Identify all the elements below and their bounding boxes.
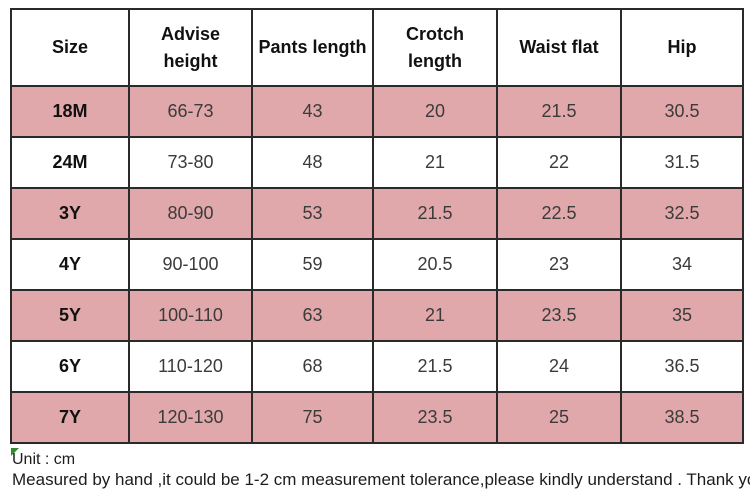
table-cell: 68 (251, 340, 374, 393)
header-advise-height: Advise height (128, 8, 253, 87)
size-cell: 18M (10, 85, 130, 138)
header-row: Size Advise height Pants length Crotch l… (10, 8, 744, 87)
table-cell: 20 (372, 85, 498, 138)
table-cell: 80-90 (128, 187, 253, 240)
size-cell: 24M (10, 136, 130, 189)
table-row-18m: 18M 66-73 43 20 21.5 30.5 (10, 85, 744, 138)
table-cell: 23.5 (372, 391, 498, 444)
table-cell: 90-100 (128, 238, 253, 291)
table-cell: 100-110 (128, 289, 253, 342)
size-cell: 7Y (10, 391, 130, 444)
table-cell: 36.5 (620, 340, 744, 393)
table-cell: 25 (496, 391, 622, 444)
table-cell: 23 (496, 238, 622, 291)
table-cell: 110-120 (128, 340, 253, 393)
header-size: Size (10, 8, 130, 87)
table-cell: 23.5 (496, 289, 622, 342)
table-cell: 21 (372, 136, 498, 189)
table-cell: 24 (496, 340, 622, 393)
table-cell: 59 (251, 238, 374, 291)
table-row-4y: 4Y 90-100 59 20.5 23 34 (10, 238, 744, 291)
table-cell: 22 (496, 136, 622, 189)
size-cell: 6Y (10, 340, 130, 393)
size-cell: 4Y (10, 238, 130, 291)
table-cell: 21.5 (372, 187, 498, 240)
header-waist-flat: Waist flat (496, 8, 622, 87)
table-cell: 63 (251, 289, 374, 342)
table-cell: 120-130 (128, 391, 253, 444)
table-row-7y: 7Y 120-130 75 23.5 25 38.5 (10, 391, 744, 444)
table-cell: 73-80 (128, 136, 253, 189)
table-cell: 21.5 (496, 85, 622, 138)
tolerance-note: Measured by hand ,it could be 1-2 cm mea… (12, 470, 750, 489)
table-cell: 38.5 (620, 391, 744, 444)
header-pants-length: Pants length (251, 8, 374, 87)
table-cell: 53 (251, 187, 374, 240)
table-cell: 32.5 (620, 187, 744, 240)
table-cell: 43 (251, 85, 374, 138)
table-row-6y: 6Y 110-120 68 21.5 24 36.5 (10, 340, 744, 393)
header-crotch-length: Crotch length (372, 8, 498, 87)
table-cell: 22.5 (496, 187, 622, 240)
table-cell: 21.5 (372, 340, 498, 393)
unit-label: Unit : cm (12, 451, 76, 468)
table-cell: 31.5 (620, 136, 744, 189)
table-cell: 66-73 (128, 85, 253, 138)
table-cell: 35 (620, 289, 744, 342)
table-cell: 20.5 (372, 238, 498, 291)
table-row-24m: 24M 73-80 48 21 22 31.5 (10, 136, 744, 189)
size-cell: 3Y (10, 187, 130, 240)
size-chart-table: Size Advise height Pants length Crotch l… (10, 8, 744, 444)
table-cell: 21 (372, 289, 498, 342)
table-cell: 30.5 (620, 85, 744, 138)
green-corner-marker-icon (11, 448, 19, 456)
header-hip: Hip (620, 8, 744, 87)
table-cell: 48 (251, 136, 374, 189)
table-cell: 34 (620, 238, 744, 291)
table-row-3y: 3Y 80-90 53 21.5 22.5 32.5 (10, 187, 744, 240)
size-cell: 5Y (10, 289, 130, 342)
table-row-5y: 5Y 100-110 63 21 23.5 35 (10, 289, 744, 342)
table-cell: 75 (251, 391, 374, 444)
